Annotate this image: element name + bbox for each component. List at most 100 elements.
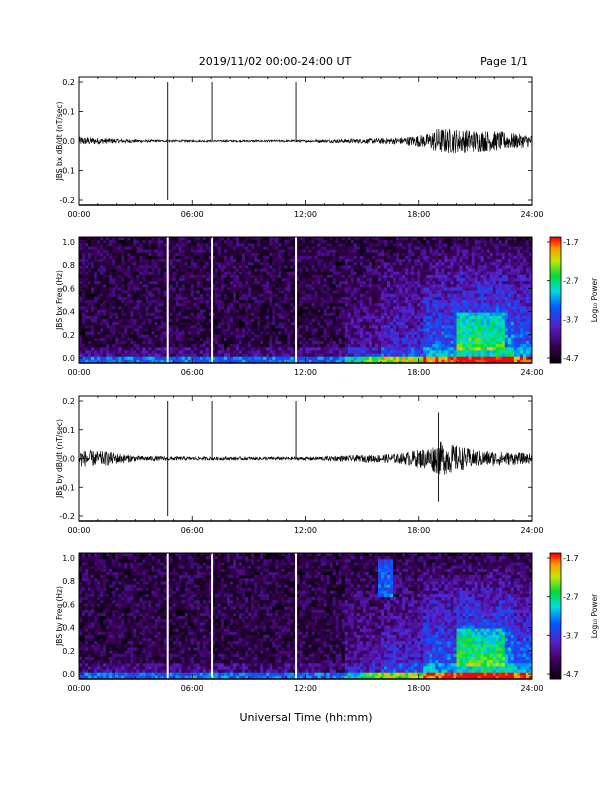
spectrogram-cell	[417, 274, 421, 279]
spectrogram-cell	[326, 347, 331, 351]
spectrogram-cell	[393, 359, 397, 364]
spectrogram-cell	[402, 322, 406, 326]
spectrogram-cell	[139, 309, 143, 313]
spectrogram-cell	[387, 290, 391, 295]
spectrogram-cell	[109, 347, 113, 351]
spectrogram-cell	[118, 359, 122, 364]
spectrogram-cell	[275, 322, 279, 326]
spectrogram-cell	[381, 303, 385, 307]
spectrogram-cell	[214, 300, 219, 304]
spectrogram-cell	[97, 306, 101, 310]
spectrogram-cell	[296, 306, 300, 310]
spectrogram-cell	[399, 249, 403, 254]
spectrogram-cell	[223, 268, 228, 273]
spectrogram-cell	[420, 350, 424, 354]
spectrogram-cell	[211, 259, 216, 263]
spectrogram-cell	[251, 318, 255, 323]
spectrogram-cell	[281, 252, 285, 257]
spectrogram-cell	[103, 252, 107, 257]
spectrogram-cell	[257, 290, 261, 295]
spectrogram-cell	[320, 315, 325, 320]
spectrogram-cell	[157, 344, 161, 348]
spectrogram-cell	[248, 303, 252, 307]
spectrogram-cell	[287, 296, 291, 301]
spectrogram-cell	[302, 252, 306, 257]
spectrogram-cell	[181, 328, 186, 332]
spectrogram-cell	[178, 271, 183, 276]
spectrogram-cell	[344, 287, 349, 291]
spectrogram-cell	[136, 334, 140, 339]
spectrogram-cell	[239, 271, 243, 276]
spectrogram-cell	[230, 274, 234, 279]
spectrogram-cell	[181, 277, 186, 282]
spectrogram-cell	[97, 344, 101, 348]
spectrogram-cell	[85, 322, 89, 326]
spectrogram-cell	[160, 255, 164, 260]
spectrogram-cell	[344, 268, 349, 273]
spectrogram-cell	[245, 271, 249, 276]
spectrogram-cell	[242, 322, 246, 326]
spectrogram-cell	[100, 312, 104, 317]
spectrogram-cell	[233, 331, 237, 336]
spectrogram-cell	[160, 281, 164, 285]
spectrogram-cell	[275, 290, 279, 295]
spectrogram-cell	[423, 240, 427, 244]
spectrogram-cell	[178, 265, 183, 269]
spectrogram-cell	[151, 337, 155, 342]
spectrogram-cell	[103, 274, 107, 279]
spectrogram-cell	[311, 318, 315, 323]
y-tick-label: 0.1	[62, 108, 75, 117]
spectrogram-cell	[245, 340, 249, 345]
spectrogram-cell	[145, 315, 149, 320]
spectrogram-cell	[85, 337, 89, 342]
spectrogram-cell	[106, 240, 110, 244]
spectrogram-cell	[236, 259, 240, 263]
spectrogram-cell	[341, 296, 346, 301]
spectrogram-cell	[242, 353, 246, 358]
spectrogram-cell	[417, 322, 421, 326]
spectrogram-cell	[435, 240, 439, 244]
spectrogram-cell	[193, 281, 198, 285]
spectrogram-cell	[130, 249, 134, 254]
spectrogram-cell	[136, 243, 140, 247]
spectrogram-cell	[393, 303, 397, 307]
spectrogram-cell	[160, 303, 164, 307]
spectrogram-cell	[377, 274, 382, 279]
spectrogram-cell	[208, 293, 213, 298]
spectrogram-cell	[211, 325, 216, 329]
spectrogram-cell	[214, 347, 219, 351]
spectrogram-cell	[299, 340, 303, 345]
spectrogram-cell	[193, 340, 198, 345]
spectrogram-cell	[281, 353, 285, 358]
spectrogram-cell	[142, 237, 146, 241]
spectrogram-cell	[320, 243, 325, 247]
spectrogram-cell	[254, 353, 258, 358]
spectrogram-cell	[136, 331, 140, 336]
spectrogram-cell	[251, 255, 255, 260]
spectrogram-cell	[323, 243, 328, 247]
spectrogram-cell	[335, 340, 340, 345]
spectrogram-cell	[284, 337, 288, 342]
spectrogram-cell	[88, 315, 92, 320]
spectrogram-cell	[139, 306, 143, 310]
spectrogram-cell	[269, 259, 273, 263]
spectrogram-cell	[335, 284, 340, 288]
spectrogram-cell	[139, 318, 143, 323]
spectrogram-cell	[329, 325, 334, 329]
spectrogram-cell	[133, 303, 137, 307]
spectrogram-cell	[248, 237, 252, 241]
spectrogram-cell	[338, 274, 343, 279]
spectrogram-cell	[317, 359, 321, 364]
spectrogram-cell	[432, 243, 436, 247]
spectrogram-cell	[447, 271, 451, 276]
spectrogram-cell	[269, 359, 273, 364]
spectrogram-cell	[157, 274, 161, 279]
spectrogram-cell	[217, 237, 222, 241]
spectrogram-cell	[269, 331, 273, 336]
spectrogram-cell	[272, 353, 276, 358]
spectrogram-cell	[245, 265, 249, 269]
spectrogram-cell	[278, 246, 282, 250]
spectrogram-cell	[314, 309, 318, 313]
spectrogram-cell	[154, 265, 158, 269]
spectrogram-cell	[347, 284, 352, 288]
